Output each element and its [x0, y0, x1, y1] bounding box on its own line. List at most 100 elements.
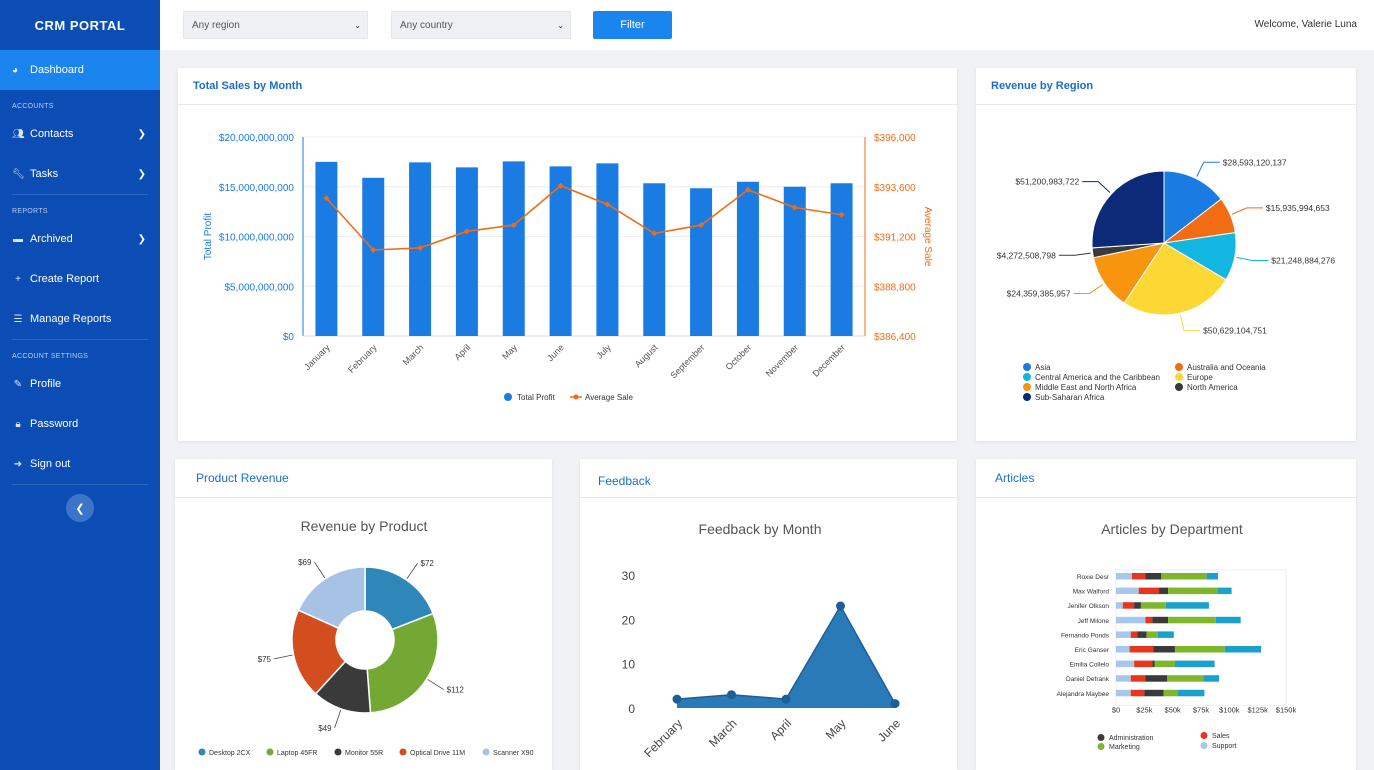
y2-tick-label: $393,600	[874, 183, 916, 194]
legend-marker	[1023, 383, 1031, 391]
feedback-chart: Feedback by Month 0 10 20 30 February March Apr…	[622, 521, 904, 760]
x-tick-label: December	[811, 342, 847, 378]
stacked-bar-segment	[1138, 587, 1160, 595]
list-icon: ☰	[13, 313, 23, 325]
sidebar-item-label: Sign out	[30, 458, 71, 470]
filter-button[interactable]: Filter	[593, 11, 672, 39]
country-select[interactable]: Any country ⌄	[391, 11, 571, 39]
sidebar-item-label: Manage Reports	[30, 313, 112, 325]
y2-tick-label: $388,800	[874, 282, 916, 293]
stacked-bar-segment	[1116, 602, 1123, 609]
sidebar-item-create-report[interactable]: + Create Report	[0, 259, 160, 299]
bar	[362, 177, 385, 336]
stacked-bar-segment	[1152, 616, 1169, 624]
card-title: Feedback	[580, 459, 957, 498]
legend-label: Laptop 45FR	[277, 750, 317, 757]
sidebar-item-profile[interactable]: ✎ Profile	[0, 364, 160, 404]
y-axis-title: Total Profit	[203, 213, 214, 260]
stacked-bar-segment	[1116, 573, 1132, 580]
chevron-right-icon: ❯	[137, 233, 146, 245]
pie-slice	[1091, 170, 1165, 249]
region-select[interactable]: Any region ⌄	[183, 11, 368, 39]
legend-label: Support	[1212, 743, 1237, 750]
sidebar-item-archived[interactable]: ▬ Archived ❯	[0, 219, 160, 259]
bar	[783, 186, 806, 336]
chart-title: Revenue by Product	[301, 518, 428, 534]
brand-logo: CRM PORTAL	[34, 17, 126, 33]
chevron-down-icon: ⌄	[354, 20, 361, 30]
y-tick-label: 30	[622, 569, 636, 583]
donut-label-line	[314, 561, 326, 579]
donut-slice	[364, 566, 435, 631]
card-title: Total Sales by Month	[178, 68, 957, 105]
plus-icon: +	[15, 273, 21, 285]
legend-marker	[1175, 373, 1183, 381]
x-tick-label: October	[724, 342, 754, 372]
sidebar-item-tasks[interactable]: 🔧︎ Tasks ❯	[0, 154, 160, 194]
bar	[830, 183, 853, 336]
line-point	[510, 222, 517, 229]
legend-marker	[266, 748, 274, 756]
sidebar-item-label: Create Report	[30, 273, 100, 285]
stacked-bar-segment	[1224, 646, 1262, 653]
pie-value-label: $50,629,104,751	[1203, 326, 1267, 336]
pie-label-line	[1073, 284, 1104, 294]
sidebar-item-password[interactable]: 🔒︎ Password	[0, 404, 160, 444]
stacked-bar-segment	[1174, 660, 1215, 668]
divider	[12, 339, 148, 340]
y2-tick-label: $386,400	[874, 332, 916, 343]
chevron-right-icon: ❯	[137, 168, 146, 180]
pie-label-line	[1082, 181, 1111, 193]
legend-label: Central America and the Caribbean	[1035, 373, 1160, 382]
line-point	[791, 204, 798, 211]
legend-label: Sub-Saharan Africa	[1035, 393, 1105, 402]
collapse-sidebar-button[interactable]: ❮	[66, 494, 94, 522]
bar	[643, 183, 666, 336]
bar	[549, 166, 572, 336]
line-series	[325, 184, 842, 251]
stacked-bar-segment	[1130, 675, 1146, 682]
sidebar-item-dashboard[interactable]: ◕ Dashboard	[0, 50, 160, 90]
legend-marker	[482, 748, 490, 756]
stacked-bar-segment	[1161, 573, 1207, 580]
stacked-bar-segment	[1130, 631, 1138, 638]
y-tick-label: $15,000,000,000	[219, 183, 295, 194]
sign-out-icon: ➜	[13, 458, 23, 470]
x-tick-label: September	[668, 342, 706, 380]
y2-tick-label: $391,200	[874, 233, 916, 244]
stacked-bar-segment	[1145, 616, 1153, 624]
legend-label: Optical Drive 11M	[410, 750, 465, 757]
sidebar-item-sign-out[interactable]: ➜ Sign out	[0, 444, 160, 484]
sidebar-item-contacts[interactable]: 👥︎ Contacts ❯	[0, 114, 160, 154]
top-bar: Any region ⌄ Any country ⌄ Filter Welcom…	[160, 0, 1374, 50]
chevron-left-icon: ❮	[75, 502, 85, 515]
legend-marker	[1023, 373, 1031, 381]
sidebar-item-label: Dashboard	[30, 64, 84, 76]
legend-marker	[1200, 742, 1208, 749]
stacked-bar-segment	[1218, 587, 1232, 595]
region-select-value: Any region	[192, 19, 240, 31]
pie-value-label: $4,272,508,798	[997, 250, 1056, 260]
x-tick-label: $125k	[1247, 705, 1268, 714]
legend-marker	[1023, 393, 1031, 401]
sales-card: Total Sales by Month $0 $5,000,000,000 $10…	[178, 68, 957, 441]
y2-tick-label: $396,000	[874, 133, 916, 144]
area-point	[727, 690, 736, 700]
product-card: Product Revenue Revenue by Product $72 $11…	[175, 459, 552, 770]
feedback-card: Feedback Feedback by Month 0 10 20 30 Februar…	[580, 459, 957, 770]
x-tick-label: February	[641, 716, 685, 760]
region-card: Revenue by Region $28,593,120,137 $15,935…	[976, 68, 1356, 441]
y-tick-label: Emilia Collelo	[1070, 662, 1110, 669]
bar	[596, 163, 619, 336]
stacked-bar-segment	[1116, 675, 1131, 682]
edit-icon: ✎	[13, 378, 23, 390]
sidebar-item-manage-reports[interactable]: ☰ Manage Reports	[0, 299, 160, 339]
donut-value-label: $72	[421, 559, 435, 568]
x-tick-label: June	[875, 716, 904, 745]
folder-icon: ▬	[13, 233, 23, 245]
legend-label: Monitor 55R	[345, 750, 383, 757]
bar	[502, 161, 525, 336]
x-tick-label: November	[764, 342, 800, 378]
line-point	[698, 222, 705, 229]
articles-card: Articles Articles by Department Roxie Des…	[976, 459, 1356, 770]
